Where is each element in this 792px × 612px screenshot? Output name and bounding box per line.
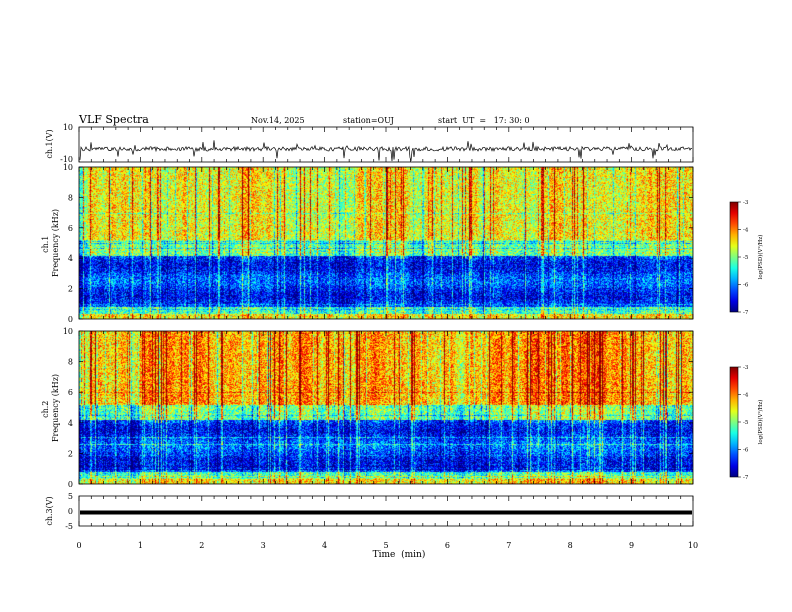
ch1-colorbar-label: log(PSD)(V²/Hz) bbox=[757, 235, 764, 280]
ch1-colorbar-gradient bbox=[730, 202, 738, 312]
ch1-spectrogram-ytick-label: 2 bbox=[68, 285, 73, 294]
ch2-ylabel-channel: ch.2 bbox=[41, 401, 50, 418]
ch3-ylabel: ch.3(V) bbox=[45, 496, 54, 525]
x-tick-label: 6 bbox=[445, 541, 450, 550]
ch3-ytick-label: -5 bbox=[65, 522, 73, 531]
ch2-spectrogram-ylabel: ch.2 Frequency (kHz) bbox=[41, 374, 60, 442]
ch3-waveform-trace bbox=[80, 510, 692, 515]
ch2-colorbar-tick-label: -6 bbox=[743, 448, 749, 454]
x-tick-label: 7 bbox=[506, 541, 511, 550]
date-label: Nov.14, 2025 bbox=[251, 116, 305, 125]
ch1-colorbar-tick-label: -3 bbox=[743, 200, 749, 206]
ch1-ylabel: ch.1(V) bbox=[45, 129, 54, 158]
x-tick-label: 9 bbox=[629, 541, 634, 550]
x-tick-label: 8 bbox=[568, 541, 573, 550]
ch2-ylabel-frequency: Frequency (kHz) bbox=[51, 374, 60, 442]
station-label: station=OUJ bbox=[343, 116, 394, 125]
start-ut-label: start UT = 17: 30: 0 bbox=[438, 116, 530, 125]
ch2-spectrogram-ytick-label: 4 bbox=[68, 419, 73, 428]
ch2-spectrogram-image bbox=[79, 331, 693, 484]
ch2-spectrogram-ytick-label: 6 bbox=[68, 388, 73, 397]
ch1-spectrogram-ytick-label: 10 bbox=[63, 163, 73, 172]
ch1-waveform-frame bbox=[78, 126, 694, 163]
x-tick-label: 1 bbox=[138, 541, 143, 550]
ch1-spectrogram-ytick-label: 8 bbox=[68, 193, 73, 202]
ch2-colorbar: -3 -4 -5 -6 -7 log(PSD)(V²/Hz) bbox=[729, 365, 764, 481]
ch1-ylabel-frequency: Frequency (kHz) bbox=[51, 209, 60, 277]
ch2-spectrogram-ytick-label: 8 bbox=[68, 358, 73, 367]
ch1-colorbar: -3 -4 -5 -6 -7 log(PSD)(V²/Hz) bbox=[729, 200, 764, 316]
ch2-colorbar-tick-label: -5 bbox=[743, 420, 749, 426]
ch1-spectrogram-ylabel: ch.1 Frequency (kHz) bbox=[41, 209, 60, 277]
ch1-spectrogram-ytick-label: 6 bbox=[68, 224, 73, 233]
x-tick-label: 2 bbox=[199, 541, 204, 550]
ch1-colorbar-tick-label: -5 bbox=[743, 255, 749, 261]
x-tick-label: 3 bbox=[261, 541, 266, 550]
ch2-colorbar-label: log(PSD)(V²/Hz) bbox=[757, 400, 764, 445]
x-tick-label: 0 bbox=[76, 541, 81, 550]
ch2-spectrogram-ytick-label: 10 bbox=[63, 327, 73, 336]
ch1-ytick-top: 10 bbox=[63, 123, 73, 132]
ch1-spectrogram-ytick-label: 0 bbox=[68, 315, 73, 324]
ch2-colorbar-tick-label: -3 bbox=[743, 365, 749, 371]
ch1-waveform-trace bbox=[79, 140, 693, 162]
ch3-ytick-label: 0 bbox=[68, 507, 73, 516]
x-tick-label: 10 bbox=[688, 541, 698, 550]
ch1-ytick-bottom: -10 bbox=[60, 155, 73, 164]
ch1-spectrogram-ytick-label: 4 bbox=[68, 254, 73, 263]
ch2-colorbar-gradient bbox=[730, 367, 738, 477]
ch3-waveform-panel: 5 0 -5 ch.3(V) 0 1 2 3 4 5 6 7 8 9 10 Time (min) bbox=[45, 492, 698, 560]
ch1-spectrogram-image bbox=[79, 167, 693, 319]
x-tick-label: 5 bbox=[383, 541, 388, 550]
figure-title: VLF Spectra bbox=[78, 113, 149, 126]
x-tick-label: 4 bbox=[322, 541, 327, 550]
time-xlabel: Time (min) bbox=[373, 549, 426, 560]
ch1-spectrogram-panel: 0 2 4 6 8 10 ch.1 Frequency (kHz) bbox=[41, 163, 694, 324]
ch2-spectrogram-ytick-label: 2 bbox=[68, 449, 73, 458]
ch1-colorbar-tick-label: -6 bbox=[743, 283, 749, 289]
ch2-colorbar-tick-label: -4 bbox=[743, 393, 749, 399]
ch1-colorbar-tick-label: -4 bbox=[743, 228, 749, 234]
ch2-spectrogram-ytick-label: 0 bbox=[68, 480, 73, 489]
ch1-waveform-panel: 10 -10 ch.1(V) bbox=[45, 123, 694, 164]
ch2-spectrogram-panel: 0 2 4 6 8 10 ch.2 Frequency (kHz) bbox=[41, 327, 694, 489]
ch3-ytick-label: 5 bbox=[68, 492, 73, 501]
ch1-ylabel-channel: ch.1 bbox=[41, 236, 50, 253]
ch1-colorbar-tick-label: -7 bbox=[743, 310, 749, 316]
ch2-colorbar-tick-label: -7 bbox=[743, 475, 749, 481]
